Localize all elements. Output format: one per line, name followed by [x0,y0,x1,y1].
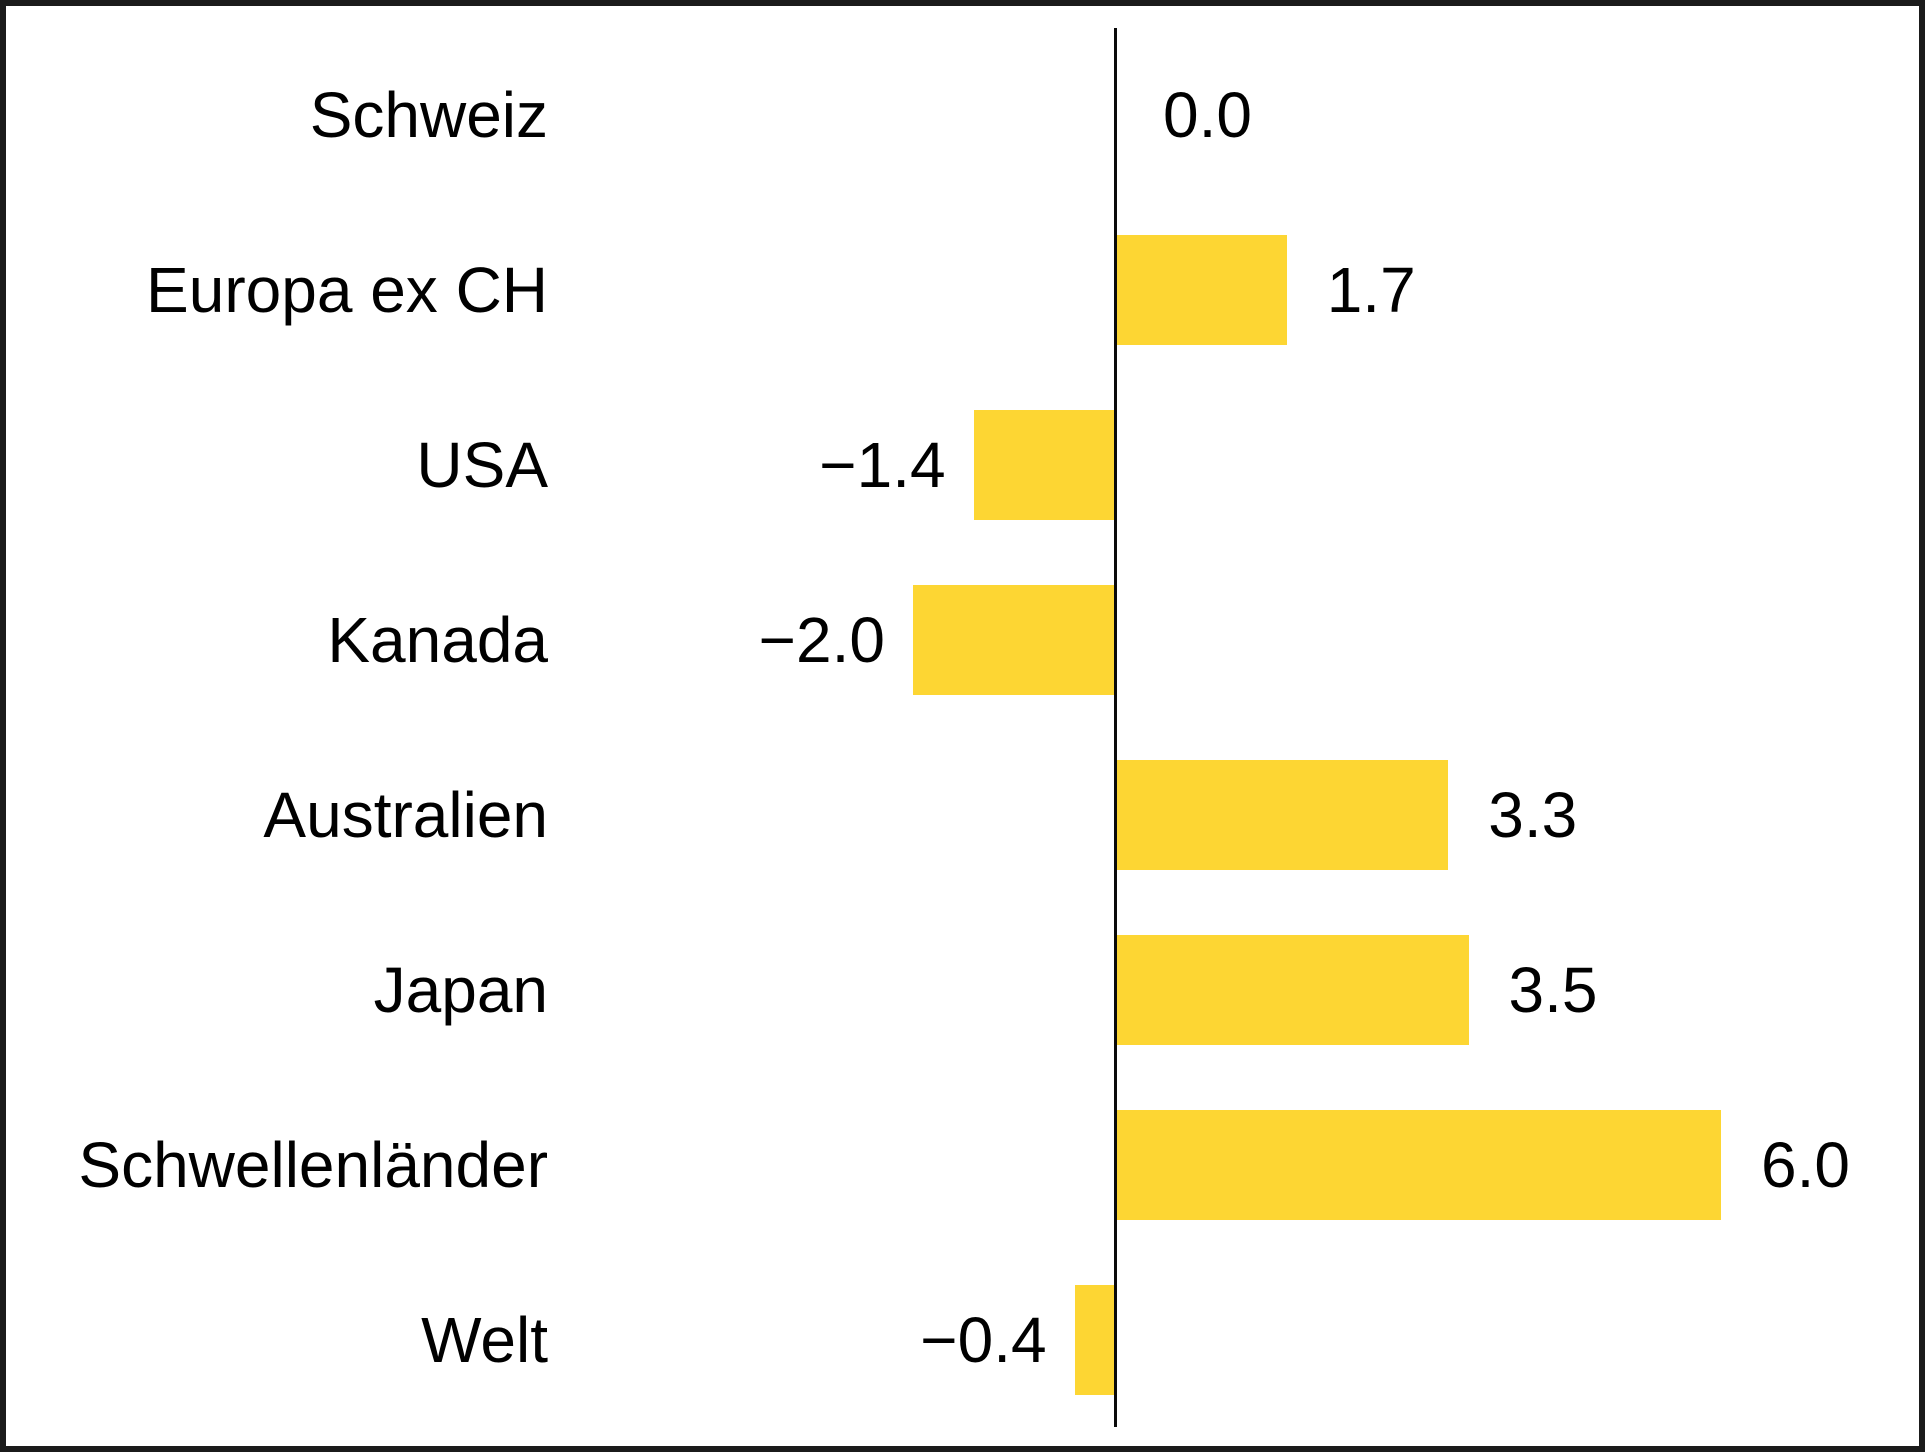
category-label: Schwellenländer [78,1129,548,1201]
value-label: −2.0 [758,604,885,676]
chart-row: Schwellenländer 6.0 [0,1078,1925,1253]
value-label: −1.4 [819,429,946,501]
chart-row: Welt −0.4 [0,1253,1925,1428]
category-label: Europa ex CH [146,254,548,326]
chart-row: Europa ex CH 1.7 [0,203,1925,378]
value-label: 1.7 [1326,254,1416,326]
bar [973,410,1115,520]
bar [1115,235,1287,345]
chart-row: Kanada −2.0 [0,553,1925,728]
category-label: USA [416,429,548,501]
category-label: Kanada [327,604,548,676]
category-label: Welt [421,1304,548,1376]
zero-axis-line [1114,28,1117,1427]
value-label: 3.5 [1508,954,1598,1026]
value-label: −0.4 [920,1304,1047,1376]
chart-row: USA −1.4 [0,378,1925,553]
value-label: 0.0 [1163,79,1252,151]
category-label: Japan [373,954,548,1026]
chart-row: Australien 3.3 [0,728,1925,903]
category-label: Schweiz [309,79,548,151]
value-label: 3.3 [1488,779,1578,851]
chart-row: Schweiz 0.0 [0,28,1925,203]
chart-row: Japan 3.5 [0,903,1925,1078]
bar [1074,1285,1115,1395]
bar [1115,1110,1721,1220]
category-label: Australien [263,779,548,851]
bar [1115,935,1469,1045]
value-label: 6.0 [1761,1129,1850,1201]
bar [913,585,1115,695]
bar [1115,760,1449,870]
